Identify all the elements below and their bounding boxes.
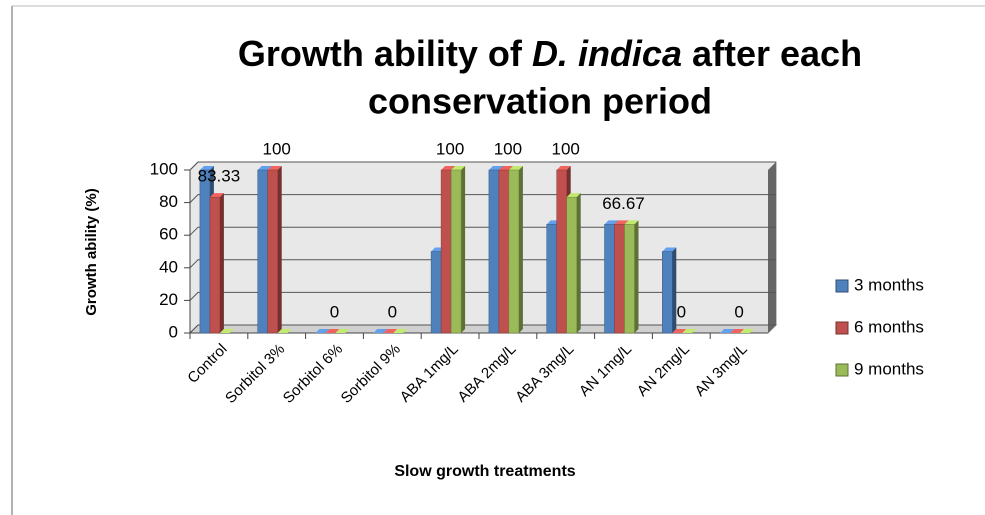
bar bbox=[604, 224, 615, 334]
bar-top bbox=[730, 329, 745, 333]
data-label: 83.33 bbox=[198, 167, 241, 186]
bar-top bbox=[488, 166, 503, 170]
bar bbox=[430, 251, 442, 334]
title-part: D. indica bbox=[532, 33, 682, 74]
legend-swatch bbox=[835, 321, 849, 335]
data-label: 66.67 bbox=[602, 194, 645, 213]
grid-line bbox=[189, 291, 776, 301]
data-label: 0 bbox=[388, 302, 397, 321]
legend-label: 6 months bbox=[854, 317, 924, 336]
bar-top bbox=[383, 329, 398, 333]
bar-side bbox=[277, 166, 282, 333]
grid-line bbox=[189, 259, 776, 269]
title-part: Growth ability of bbox=[238, 33, 523, 74]
data-label: 100 bbox=[436, 139, 464, 158]
grid-line bbox=[189, 226, 776, 236]
bar bbox=[566, 196, 577, 334]
bar-top bbox=[508, 166, 523, 170]
bar-side bbox=[634, 220, 639, 333]
bar-top bbox=[335, 329, 350, 333]
y-tick-label: 20 bbox=[159, 290, 178, 309]
bar-top bbox=[267, 166, 282, 170]
bar-top bbox=[566, 193, 581, 198]
bar bbox=[546, 224, 557, 334]
legend-swatch bbox=[835, 279, 849, 293]
bar-top bbox=[219, 329, 234, 333]
data-label: 0 bbox=[734, 302, 743, 321]
bar-top bbox=[199, 166, 214, 170]
grid-line bbox=[189, 194, 776, 203]
bar-top bbox=[662, 247, 677, 252]
bar-side bbox=[219, 193, 224, 333]
bar bbox=[199, 169, 211, 334]
bar-side bbox=[461, 166, 466, 333]
bar-top bbox=[451, 166, 466, 170]
bar-top bbox=[209, 193, 224, 198]
y-tick-label: 100 bbox=[150, 159, 178, 178]
bar-top bbox=[614, 220, 629, 225]
bar bbox=[508, 169, 520, 334]
bar bbox=[662, 251, 673, 334]
y-tick-label: 60 bbox=[159, 225, 178, 244]
bar-top bbox=[672, 329, 687, 333]
bar-side bbox=[518, 166, 523, 333]
y-tick-label: 0 bbox=[169, 322, 178, 341]
x-axis-label: Slow growth treatments bbox=[394, 463, 575, 480]
bar bbox=[498, 169, 510, 334]
bar-top bbox=[556, 166, 571, 170]
legend-label: 3 months bbox=[854, 275, 924, 294]
data-label: 100 bbox=[494, 139, 522, 158]
bar-top bbox=[624, 220, 639, 225]
side-wall bbox=[768, 162, 776, 333]
bar-top bbox=[441, 166, 456, 170]
grid-line bbox=[189, 324, 776, 334]
y-tick-label: 80 bbox=[159, 192, 178, 211]
bar bbox=[440, 169, 452, 334]
y-axis-label: Growth ability (%) bbox=[83, 188, 100, 316]
bar-top bbox=[373, 329, 388, 333]
chart-title: conservation period bbox=[368, 81, 712, 122]
bar bbox=[450, 169, 462, 334]
bar-top bbox=[315, 329, 330, 333]
bar bbox=[257, 169, 268, 334]
bar-top bbox=[277, 329, 292, 333]
bar bbox=[624, 224, 635, 334]
bar-top bbox=[498, 166, 513, 170]
bar-top bbox=[257, 166, 272, 170]
bar-top bbox=[682, 329, 697, 333]
data-label: 0 bbox=[330, 302, 339, 321]
legend-swatch bbox=[835, 363, 849, 377]
bar bbox=[267, 169, 278, 334]
bar bbox=[556, 169, 567, 334]
data-label: 100 bbox=[552, 139, 580, 158]
data-label: 100 bbox=[263, 139, 291, 158]
bar bbox=[488, 169, 500, 334]
y-tick-label: 40 bbox=[159, 257, 178, 276]
bar-top bbox=[604, 220, 619, 225]
bar-top bbox=[393, 329, 408, 333]
bar-top bbox=[720, 329, 735, 333]
data-label: 0 bbox=[677, 302, 686, 321]
grid-line bbox=[189, 161, 776, 171]
legend-label: 9 months bbox=[854, 359, 924, 378]
bar-side bbox=[576, 193, 581, 333]
title-part: after each bbox=[692, 33, 862, 74]
chart-title: Growth ability of D. indica after each bbox=[238, 33, 862, 74]
bar-top bbox=[740, 329, 755, 333]
bar bbox=[209, 196, 221, 334]
bar-top bbox=[325, 329, 340, 333]
bar-side bbox=[672, 247, 677, 333]
bar bbox=[614, 224, 625, 334]
